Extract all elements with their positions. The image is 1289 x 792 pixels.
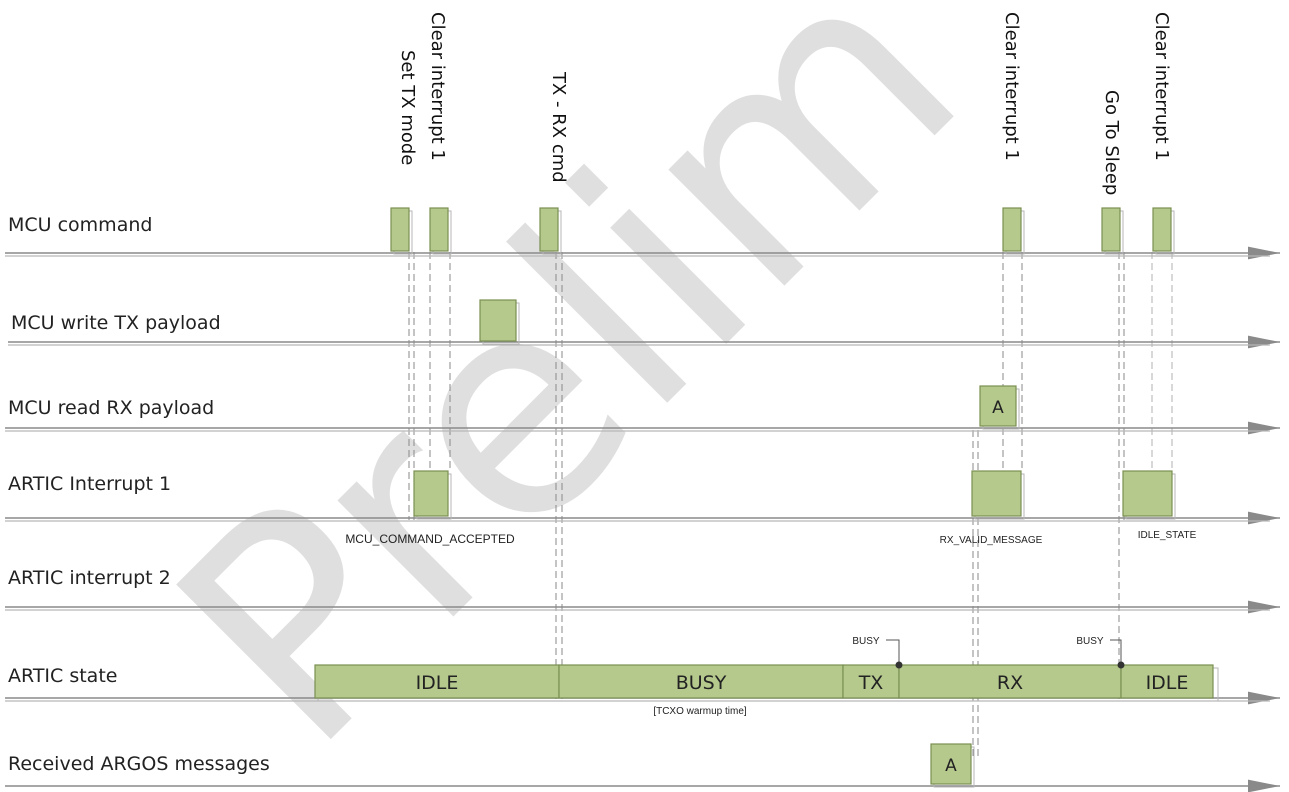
state-idle-2 [1120, 664, 1214, 699]
command-label-tx-rx-cmd: TX - RX cmd [548, 71, 569, 183]
state-label-tx: TX [858, 672, 884, 694]
lane-label-artic-state: ARTIC state [8, 665, 117, 687]
pulse-tx-rx-cmd [539, 207, 559, 252]
pulse-clear-int1-c [1152, 207, 1172, 252]
busy-marker-label-2: BUSY [1076, 636, 1104, 647]
busy-sub-label: [TCXO warmup time] [653, 706, 747, 717]
lane-label-mcu-write-tx: MCU write TX payload [11, 312, 221, 334]
command-label-set-tx-mode: Set TX mode [397, 50, 418, 165]
state-label-busy: BUSY [676, 672, 727, 694]
busy-marker-2: BUSY [1076, 636, 1125, 669]
lane-label-argos-messages: Received ARGOS messages [8, 753, 270, 775]
lane-label-mcu-read-rx: MCU read RX payload [8, 397, 214, 419]
pulse-go-to-sleep [1101, 207, 1121, 252]
state-busy [558, 664, 844, 699]
busy-marker-1: BUSY [852, 636, 903, 669]
interrupt-label-idle-state: IDLE_STATE [1138, 530, 1197, 541]
interrupt-label-command-accepted: MCU_COMMAND_ACCEPTED [345, 532, 515, 546]
argos-message-block [930, 743, 972, 785]
command-label-go-to-sleep: Go To Sleep [1101, 90, 1122, 195]
command-label-clear-int1-c: Clear interrupt 1 [1151, 12, 1172, 161]
busy-marker-label-1: BUSY [852, 636, 880, 647]
argos-message-label: A [945, 756, 957, 776]
interrupt1-pulses [413, 470, 1176, 520]
rx-payload-block [979, 385, 1017, 427]
command-label-clear-int1-a: Clear interrupt 1 [427, 12, 448, 161]
pulse-clear-int1-b [1002, 207, 1022, 252]
state-tx [842, 664, 900, 699]
artic-state-bar [314, 664, 1219, 702]
rx-payload-label: A [992, 398, 1004, 418]
state-label-idle-1: IDLE [416, 672, 459, 694]
command-label-clear-int1-b: Clear interrupt 1 [1001, 12, 1022, 161]
int1-pulse-b [971, 470, 1022, 517]
int1-pulse-a [413, 470, 449, 517]
int1-pulse-c [1122, 470, 1173, 517]
state-label-idle-2: IDLE [1146, 672, 1189, 694]
state-rx [898, 664, 1122, 699]
lane-label-artic-int2: ARTIC interrupt 2 [8, 567, 171, 589]
lane-label-artic-int1: ARTIC Interrupt 1 [8, 473, 171, 495]
state-label-rx: RX [997, 672, 1023, 694]
guide-lines [408, 252, 1173, 760]
tx-payload-block [479, 299, 517, 342]
state-idle-1 [314, 664, 560, 699]
mcu-command-pulses [390, 207, 1175, 255]
interrupt-label-rx-valid: RX_VALID_MESSAGE [940, 535, 1043, 546]
lane-label-mcu-command: MCU command [8, 214, 152, 236]
pulse-clear-int1-a [429, 207, 449, 252]
pulse-set-tx-mode [390, 207, 410, 252]
